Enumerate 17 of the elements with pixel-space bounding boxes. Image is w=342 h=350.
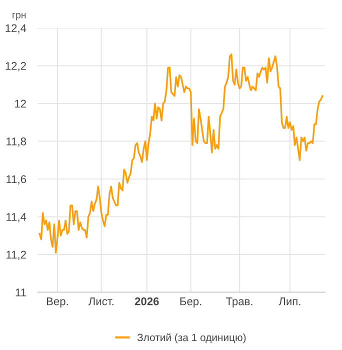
x-tick-label: Вер. xyxy=(46,298,68,308)
line-series xyxy=(38,54,324,254)
y-tick-label: 12,4 xyxy=(6,24,26,34)
y-tick-label: 11,4 xyxy=(6,213,26,222)
y-tick-label: 12 xyxy=(15,100,26,108)
legend-label: Злотий (за 1 одиницю) xyxy=(137,333,246,344)
x-tick-label: Лист. xyxy=(88,298,114,306)
y-tick-label: 11,8 xyxy=(6,138,26,147)
y-tick-label: 11,2 xyxy=(6,250,26,260)
x-tick-label: 2026 xyxy=(134,297,159,306)
x-tick-label: Лип. xyxy=(278,298,300,306)
y-tick-label: 11,6 xyxy=(6,175,26,184)
x-tick-label: Бер. xyxy=(180,298,202,308)
y-axis-title: грн xyxy=(12,13,26,20)
y-tick-label: 12,2 xyxy=(6,62,26,72)
x-tick-label: Трав. xyxy=(226,298,252,308)
y-tick-label: 11 xyxy=(16,288,26,296)
